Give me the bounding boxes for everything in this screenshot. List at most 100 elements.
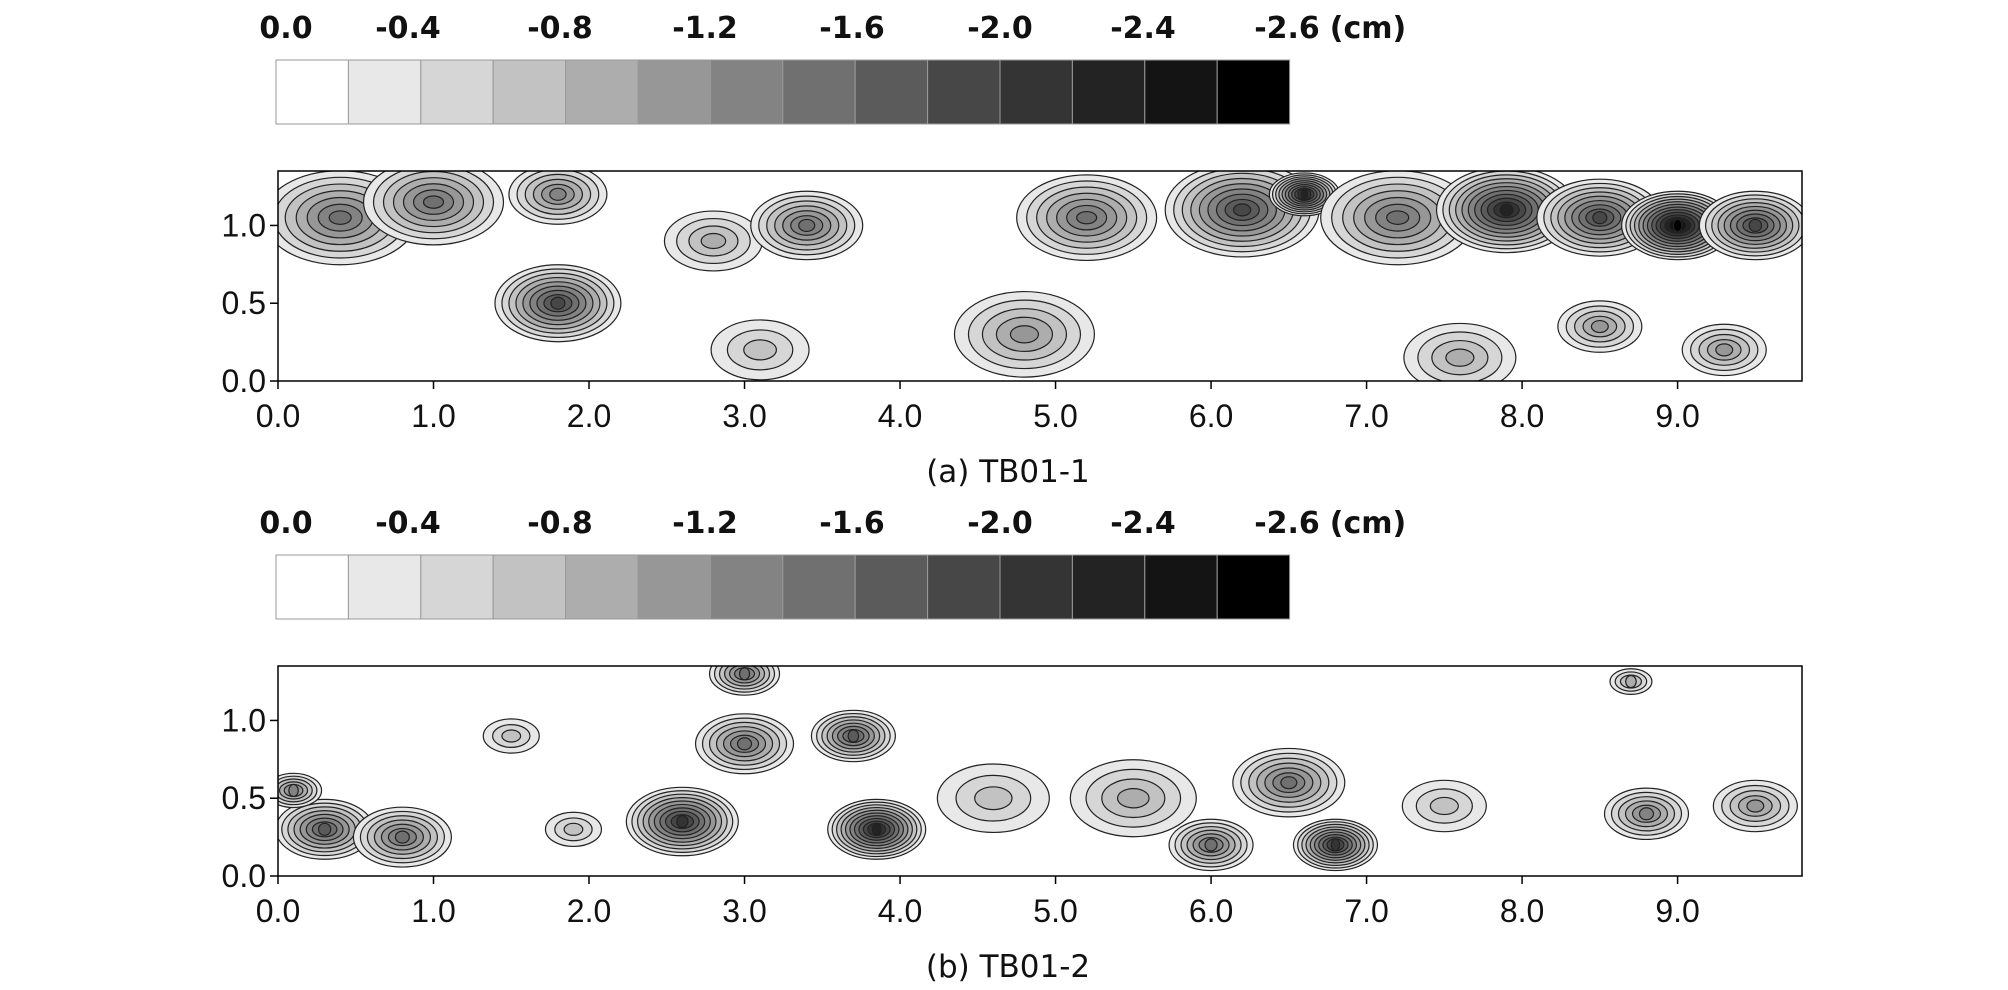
colorbar-unit-label: (cm) <box>1330 11 1406 46</box>
settlement-contour <box>871 822 882 836</box>
colorbar-level-label: -0.8 <box>527 11 593 46</box>
settlement-contour <box>974 786 1013 811</box>
colorbar-level-label: 0.0 <box>259 506 312 541</box>
y-tick-label: 1.0 <box>222 702 266 738</box>
colorbar-level-label: -1.6 <box>819 11 885 46</box>
x-tick-label: 2.0 <box>567 398 611 434</box>
colorbar-level-label: -2.6 <box>1254 11 1320 46</box>
y-tick-label: 0.5 <box>222 780 266 816</box>
x-tick-label: 8.0 <box>1500 893 1544 929</box>
colorbar-swatch <box>565 554 639 620</box>
x-tick-label: 4.0 <box>878 398 922 434</box>
x-tick-label: 0.0 <box>256 893 300 929</box>
settlement-contour <box>317 822 332 836</box>
colorbar-swatch <box>709 554 784 620</box>
x-tick-label: 8.0 <box>1500 398 1544 434</box>
settlement-contour <box>1672 218 1683 233</box>
colorbar-swatch <box>347 554 422 620</box>
x-tick-label: 7.0 <box>1344 398 1388 434</box>
colorbar-swatch <box>492 554 567 620</box>
settlement-contour <box>563 822 584 836</box>
settlement-contour <box>1009 325 1040 344</box>
settlement-contour <box>501 729 522 743</box>
colorbar-swatch <box>999 554 1073 620</box>
settlement-contour <box>738 667 751 681</box>
x-tick-label: 7.0 <box>1344 893 1388 929</box>
plot-frame <box>277 665 1803 877</box>
settlement-contour <box>1499 203 1514 217</box>
settlement-contour <box>1204 838 1218 852</box>
x-tick-label: 6.0 <box>1189 398 1233 434</box>
settlement-contour <box>798 218 816 233</box>
colorbar-swatch <box>637 59 711 125</box>
x-tick-label: 9.0 <box>1655 893 1699 929</box>
colorbar-swatch <box>1144 554 1218 620</box>
settlement-contour <box>1445 348 1475 367</box>
settlement-contour <box>1746 799 1765 813</box>
settlement-contour <box>1638 807 1655 821</box>
x-tick-label: 6.0 <box>1189 893 1233 929</box>
contour-chart-tb01-2: 0.0 -0.4 -0.8 -1.2 -1.6 -2.0 -2.4 -2.6 (cm) 0.0 1.… <box>222 506 1803 985</box>
colorbar-swatch <box>1216 554 1291 620</box>
settlement-contour <box>1386 210 1410 225</box>
settlement-contour <box>550 296 566 310</box>
settlement-contour <box>736 737 753 751</box>
x-tick-label: 1.0 <box>411 398 455 434</box>
settlement-contour <box>1590 319 1609 334</box>
colorbar-swatch <box>1071 59 1146 125</box>
settlement-contour <box>549 187 567 201</box>
colorbar-swatch <box>275 554 349 620</box>
x-tick-label: 3.0 <box>722 893 766 929</box>
settlement-contour <box>1429 796 1459 816</box>
settlement-contour <box>1592 211 1608 225</box>
colorbar-swatch <box>1144 59 1218 125</box>
colorbar-unit-label: (cm) <box>1330 506 1406 541</box>
settlement-contour <box>328 210 352 225</box>
colorbar-swatch <box>347 59 422 125</box>
colorbar-swatch <box>854 554 929 620</box>
x-tick-label: 9.0 <box>1655 398 1699 434</box>
settlement-contour <box>288 783 299 798</box>
settlement-contour <box>1300 187 1309 201</box>
colorbar-level-label: -1.2 <box>672 506 738 541</box>
settlement-contour <box>1280 776 1298 790</box>
x-tick-label: 5.0 <box>1033 893 1077 929</box>
colorbar-swatch <box>854 59 929 125</box>
settlement-contour <box>847 729 860 743</box>
colorbar-swatch <box>927 554 1001 620</box>
settlement-contour <box>743 339 778 361</box>
plot-frame <box>277 170 1803 382</box>
settlement-contour <box>1330 838 1341 852</box>
settlement-contour <box>422 195 445 209</box>
colorbar-level-label: -2.4 <box>1110 506 1176 541</box>
x-tick-label: 3.0 <box>722 398 766 434</box>
settlement-contour <box>1116 787 1150 809</box>
settlement-contour <box>676 814 689 829</box>
colorbar-level-label: -1.2 <box>672 11 738 46</box>
chart-caption: (a) TB01-1 <box>926 454 1090 490</box>
colorbar-level-label: -0.4 <box>375 11 441 46</box>
colorbar-level-label: -0.8 <box>527 506 593 541</box>
colorbar-swatch <box>565 59 639 125</box>
colorbar-swatch <box>420 59 494 125</box>
y-tick-label: 1.0 <box>222 207 266 243</box>
colorbar-level-label: 0.0 <box>259 11 312 46</box>
colorbar-level-label: -1.6 <box>819 506 885 541</box>
y-tick-label: 0.5 <box>222 285 266 321</box>
colorbar-swatch <box>275 59 349 125</box>
contour-chart-tb01-1: 0.0 -0.4 -0.8 -1.2 -1.6 -2.0 -2.4 -2.6 (cm) 0.0 1.… <box>222 11 1803 490</box>
colorbar-swatch <box>782 59 856 125</box>
y-tick-label: 0.0 <box>222 858 266 894</box>
colorbar-level-label: -0.4 <box>375 506 441 541</box>
colorbar-level-label: -2.6 <box>1254 506 1320 541</box>
settlement-contour <box>1625 674 1637 689</box>
colorbar-swatch <box>709 59 784 125</box>
settlement-contour <box>394 830 411 844</box>
settlement-contour <box>1076 210 1098 225</box>
contour-layer <box>278 171 1802 381</box>
settlement-contour <box>700 232 727 250</box>
settlement-contour <box>1715 343 1734 357</box>
colorbar-swatch <box>927 59 1001 125</box>
colorbar-swatch <box>1216 59 1291 125</box>
panel-tb01-2: 0.0 -0.4 -0.8 -1.2 -1.6 -2.0 -2.4 -2.6 (cm) 0.0 1.… <box>0 495 2008 990</box>
